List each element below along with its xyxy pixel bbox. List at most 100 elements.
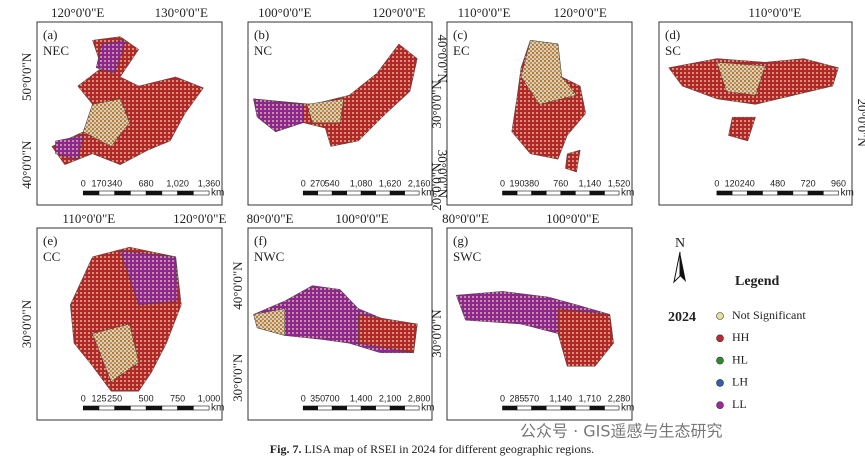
longitude-label: 80°0'0"E	[442, 211, 489, 226]
region-shape	[557, 308, 614, 367]
scale-label: 1,140	[579, 178, 602, 188]
scale-label: 0	[81, 178, 86, 188]
scale-label: 2,160	[408, 178, 431, 188]
scale-bar-segment	[161, 405, 178, 411]
scale-label: 1,020	[166, 178, 189, 188]
scale-label: 125	[91, 393, 106, 403]
latitude-label: 40°0'0"N	[435, 34, 450, 83]
scale-bar-segment	[389, 190, 405, 196]
scale-label: 1,080	[350, 178, 373, 188]
scale-bar-segment	[575, 405, 591, 411]
scale-bar-segment	[792, 190, 809, 196]
scale-bar-segment	[331, 405, 347, 411]
scale-bar-segment	[516, 405, 532, 411]
latitude-label: 30°0'0"N	[19, 299, 34, 348]
scale-bar-segment	[560, 190, 576, 196]
map-panel: (g)SWC 80°0'0"E 100°0'0"E 30°0'0"N 0 285 570 1,…	[429, 211, 634, 421]
longitude-label: 110°0'0"E	[458, 5, 511, 20]
region-shape	[253, 98, 304, 133]
scale-bar-segment	[604, 190, 620, 196]
region-code: CC	[43, 249, 60, 264]
scale-bar-segment	[317, 190, 333, 196]
scale-bar-segment	[404, 190, 420, 196]
scale-bar-segment	[177, 190, 194, 196]
panel-letter: (a)	[43, 27, 57, 42]
latitude-label: 50°0'0"N	[19, 52, 34, 101]
scale-bar-segment	[193, 405, 210, 411]
scale-bar-segment	[114, 405, 131, 411]
scale-bar-segment	[716, 190, 733, 196]
legend-swatch	[716, 401, 724, 410]
scale-label: 500	[139, 393, 154, 403]
longitude-label: 120°0'0"E	[372, 5, 425, 20]
scale-label: 0	[301, 178, 306, 188]
caption-text: LISA map of RSEI in 2024 for different g…	[304, 442, 594, 456]
longitude-label: 120°0'0"E	[554, 5, 607, 20]
scale-label: 0	[301, 393, 306, 403]
scale-bar-segment	[145, 405, 163, 411]
scale-bar-segment	[82, 190, 100, 196]
scale-bar-segment	[114, 190, 131, 196]
legend-title: Legend	[735, 274, 780, 289]
scale-bar-segment	[346, 405, 362, 411]
longitude-label: 100°0'0"E	[546, 211, 599, 226]
scale-bar-segment	[777, 190, 794, 196]
region-code: NEC	[43, 43, 69, 58]
scale-bar-segment	[98, 190, 115, 196]
scale-bar-segment	[389, 405, 405, 411]
watermark: 公众号 · GIS遥感与生态研究	[520, 422, 723, 441]
legend-swatch	[716, 312, 724, 320]
scale-label: 1,400	[350, 393, 373, 403]
scale-bar-segment	[604, 405, 620, 411]
scale-bar-segment	[161, 190, 178, 196]
panel-letter: (c)	[453, 27, 467, 42]
legend-label: HL	[732, 352, 748, 366]
legend-swatch	[716, 379, 724, 387]
region-code: EC	[453, 43, 470, 58]
longitude-label: 110°0'0"E	[62, 211, 115, 226]
latitude-label: 30°0'0"N	[230, 353, 245, 402]
scale-bar-segment	[807, 190, 824, 196]
scale-unit: km	[421, 403, 434, 414]
latitude-label: 20°0'0"N	[855, 99, 865, 148]
latitude-label: 20°0'0"N	[429, 162, 444, 211]
region-code: SWC	[453, 249, 481, 264]
north-arrow	[673, 251, 686, 284]
scale-bar-segment	[560, 405, 576, 411]
scale-label: 1,000	[198, 393, 221, 403]
scale-bar-segment	[589, 190, 605, 196]
region-shape	[520, 40, 577, 105]
longitude-label: 120°0'0"E	[173, 211, 226, 226]
scale-label: 340	[107, 178, 122, 188]
scale-bar-segment	[145, 190, 163, 196]
legend-swatch	[716, 334, 724, 343]
scale-bar-segment	[589, 405, 605, 411]
scale-label: 960	[831, 178, 846, 188]
scale-bar-segment	[82, 405, 100, 411]
scale-unit: km	[621, 403, 634, 414]
scale-label: 1,710	[579, 393, 602, 403]
scale-label: 120	[725, 178, 740, 188]
legend-label: LH	[732, 375, 748, 389]
longitude-label: 100°0'0"E	[335, 211, 388, 226]
scale-bar-segment	[822, 190, 839, 196]
panel-letter: (d)	[665, 27, 680, 42]
longitude-label: 130°0'0"E	[155, 5, 208, 20]
scale-unit: km	[211, 403, 224, 414]
scale-label: 0	[81, 393, 86, 403]
scale-bar-segment	[317, 405, 333, 411]
scale-bar-segment	[575, 190, 591, 196]
panel-letter: (b)	[254, 27, 269, 42]
scale-bar-segment	[502, 190, 518, 196]
map-panel: (f)NWC 80°0'0"E 100°0'0"E 40°0'0"N 30°0'0"N 0…	[230, 211, 434, 421]
scale-label: 2,800	[408, 393, 431, 403]
region-shape	[565, 149, 581, 173]
latitude-label: 40°0'0"N	[19, 140, 34, 189]
scale-unit: km	[211, 188, 224, 199]
scale-unit: km	[621, 188, 634, 199]
region-shape	[95, 39, 127, 74]
scale-label: 190	[510, 178, 525, 188]
scale-label: 680	[139, 178, 154, 188]
map-panel: (a)NEC 120°0'0"E 130°0'0"E 50°0'0"N 40°0'0"N…	[19, 5, 224, 206]
